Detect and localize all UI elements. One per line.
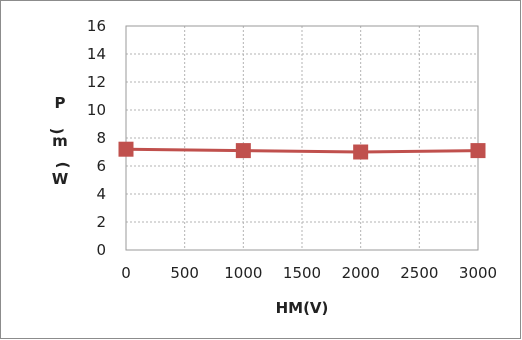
y-tick-label: 0 [96,241,106,259]
y-tick-label: 14 [87,45,106,63]
series-line [125,147,479,154]
data-point [118,141,134,157]
x-tick-label: 1000 [224,264,262,282]
data-point [470,143,486,159]
y-tick-label: 4 [96,185,106,203]
x-tick-label: 0 [121,264,131,282]
series-group [118,141,486,160]
data-point [353,144,369,160]
y-axis-title-char: m [52,132,68,150]
y-axis-title-char: P [55,94,66,112]
data-point [235,143,251,159]
x-axis-title: HM(V) [276,299,329,317]
x-tick-label: 3000 [459,264,497,282]
y-tick-label: 10 [87,101,106,119]
x-tick-label: 2000 [342,264,380,282]
x-tick-labels: 0 500 1000 1500 2000 2500 3000 [121,264,497,282]
y-axis-title-char: ) [48,128,66,135]
plot-area [125,25,479,251]
y-tick-label: 8 [96,129,106,147]
y-axis-title-char: W [52,170,69,188]
x-tick-label: 500 [170,264,199,282]
y-tick-label: 16 [87,17,106,35]
y-tick-label: 2 [96,213,106,231]
y-axis-title-char: ( [54,162,72,169]
x-tick-label: 1500 [283,264,321,282]
y-tick-labels: 0 2 4 6 8 10 12 14 16 [87,17,106,259]
grid-lines [125,25,479,251]
x-tick-label: 2500 [400,264,438,282]
y-tick-label: 6 [96,157,106,175]
y-axis-title: Pm) W( [48,94,72,188]
y-tick-label: 12 [87,73,106,91]
